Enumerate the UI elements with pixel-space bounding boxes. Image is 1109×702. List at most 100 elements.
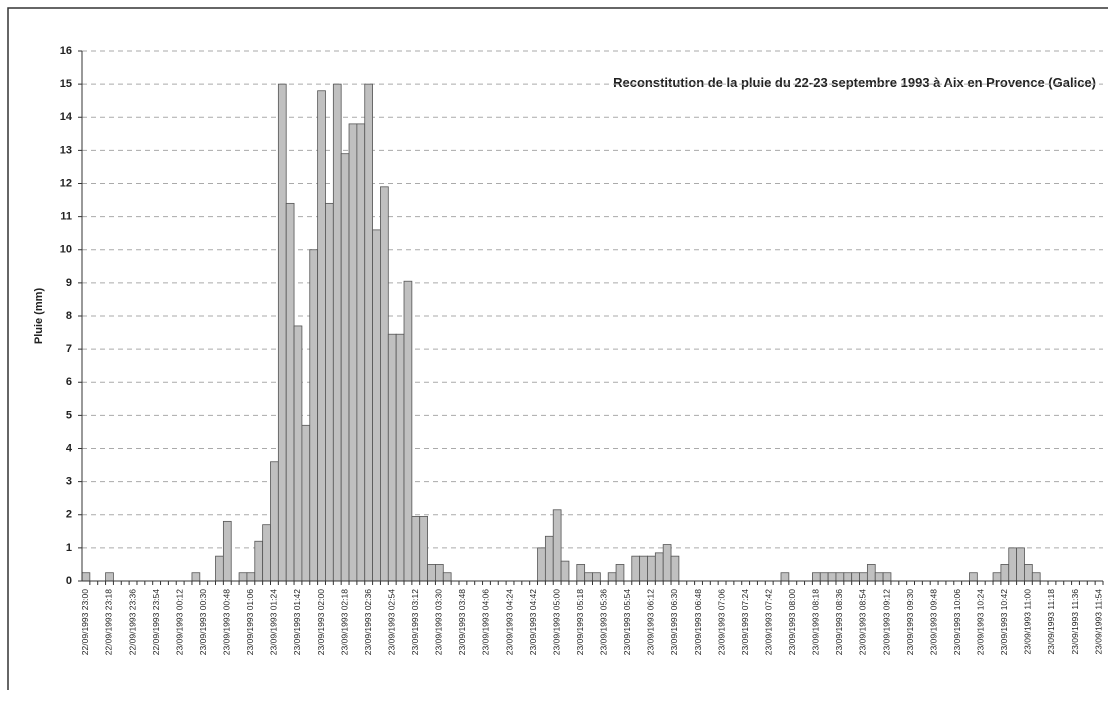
x-tick-label: 22/09/1993 23:18 [104, 589, 114, 655]
x-tick-label: 23/09/1993 11:18 [1046, 589, 1056, 655]
bar [827, 572, 837, 582]
bar [395, 333, 405, 582]
bar [1031, 572, 1041, 582]
bar [81, 572, 91, 582]
bar [615, 564, 625, 582]
bar [1016, 547, 1025, 582]
y-tick-label: 4 [66, 442, 73, 454]
y-tick-label: 10 [60, 244, 72, 256]
bar [317, 90, 326, 582]
x-tick-label: 23/09/1993 05:18 [575, 589, 585, 655]
x-tick-label: 23/09/1993 07:24 [740, 589, 750, 655]
x-tick-label: 23/09/1993 01:06 [245, 589, 255, 655]
x-tick-label: 23/09/1993 02:18 [339, 589, 349, 655]
x-tick-label: 23/09/1993 05:54 [622, 589, 632, 655]
bar [992, 572, 1002, 582]
bar [427, 564, 436, 582]
x-tick-label: 23/09/1993 00:30 [198, 589, 208, 655]
x-tick-label: 23/09/1993 11:36 [1070, 589, 1080, 655]
bar [309, 249, 319, 582]
bar [285, 202, 295, 582]
bar [560, 560, 570, 582]
bar [277, 83, 287, 582]
x-tick-label: 23/09/1993 04:06 [481, 589, 491, 655]
bar [812, 572, 821, 582]
bar [348, 123, 358, 582]
bar [419, 516, 428, 582]
x-tick-label: 23/09/1993 02:54 [386, 589, 396, 655]
x-tick-label: 23/09/1993 11:00 [1023, 589, 1033, 655]
bar [819, 572, 829, 582]
x-tick-label: 23/09/1993 01:42 [292, 589, 302, 655]
x-tick-label: 23/09/1993 06:30 [669, 589, 679, 655]
bar [325, 202, 334, 582]
x-tick-label: 23/09/1993 08:00 [787, 589, 797, 655]
y-tick-label: 16 [60, 45, 72, 57]
y-tick-label: 1 [66, 542, 72, 554]
bar [859, 572, 868, 582]
x-tick-label: 23/09/1993 07:06 [716, 589, 726, 655]
bar [380, 186, 389, 582]
y-tick-label: 9 [66, 277, 72, 289]
bar [654, 552, 664, 582]
bar [411, 516, 421, 582]
x-tick-label: 23/09/1993 04:24 [504, 589, 514, 655]
x-tick-label: 23/09/1993 10:24 [976, 589, 986, 655]
x-tick-label: 23/09/1993 04:42 [528, 589, 538, 655]
y-axis-label: Pluie (mm) [33, 288, 45, 345]
bar [544, 535, 554, 582]
bar [435, 564, 444, 582]
x-tick-label: 22/09/1993 23:54 [151, 589, 161, 655]
y-tick-label: 11 [60, 211, 72, 223]
bar [537, 547, 546, 582]
x-tick-label: 23/09/1993 00:48 [222, 589, 232, 655]
bar [254, 540, 264, 582]
bar [639, 555, 648, 582]
y-tick-label: 14 [60, 111, 73, 123]
bar [387, 333, 397, 582]
y-tick-label: 3 [66, 476, 72, 488]
y-tick-label: 5 [66, 409, 72, 421]
x-tick-label: 23/09/1993 00:12 [174, 589, 184, 655]
x-tick-label: 23/09/1993 07:42 [763, 589, 773, 655]
bar [222, 520, 232, 582]
chart-title: Reconstitution de la pluie du 22-23 sept… [613, 75, 1096, 90]
y-tick-label: 2 [66, 509, 72, 521]
x-tick-label: 23/09/1993 10:42 [999, 589, 1009, 655]
y-tick-label: 0 [66, 575, 72, 587]
y-tick-label: 8 [66, 310, 72, 322]
x-tick-label: 23/09/1993 09:48 [928, 589, 938, 655]
x-tick-label: 23/09/1993 09:30 [905, 589, 915, 655]
y-tick-label: 12 [60, 177, 72, 189]
bar [662, 544, 672, 582]
x-tick-label: 23/09/1993 02:36 [363, 589, 373, 655]
bar [882, 572, 892, 582]
x-tick-label: 22/09/1993 23:00 [80, 589, 90, 655]
bar [301, 424, 311, 582]
x-tick-label: 23/09/1993 05:00 [551, 589, 561, 655]
bar [843, 572, 853, 582]
bar [246, 572, 256, 582]
bar [670, 555, 680, 582]
x-tick-label: 23/09/1993 03:30 [434, 589, 444, 655]
bar [780, 572, 790, 582]
bar [238, 572, 248, 582]
x-tick-label: 23/09/1993 06:12 [646, 589, 656, 655]
y-tick-label: 7 [66, 343, 72, 355]
x-tick-label: 22/09/1993 23:36 [127, 589, 137, 655]
bar [866, 564, 876, 582]
y-tick-label: 15 [60, 78, 72, 90]
bar [1000, 564, 1010, 582]
bar [584, 572, 593, 582]
bar [293, 325, 303, 582]
bar [442, 572, 452, 582]
x-tick-label: 23/09/1993 03:12 [410, 589, 420, 655]
bar [372, 229, 381, 582]
bar [105, 572, 114, 582]
bar [215, 555, 224, 582]
bar [969, 572, 978, 582]
bar [403, 280, 413, 582]
bar [1024, 564, 1033, 582]
bar [552, 509, 562, 582]
